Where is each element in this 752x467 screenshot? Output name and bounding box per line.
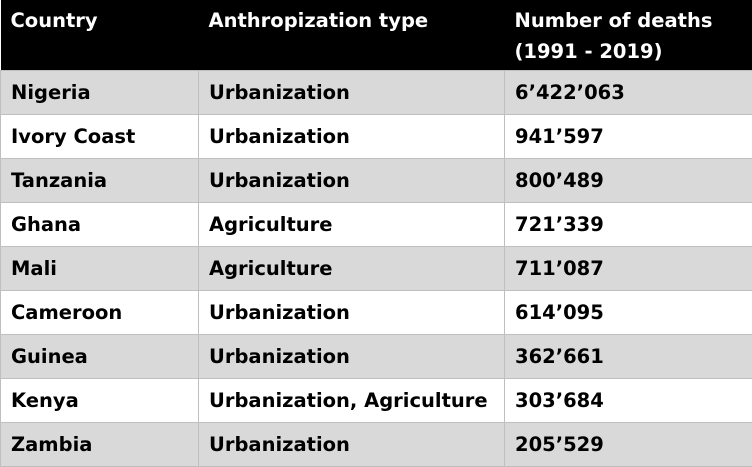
header-anthropization-type: Anthropization type	[199, 0, 505, 70]
cell-country: Mali	[1, 246, 199, 290]
cell-anthropization-type: Urbanization	[199, 334, 505, 378]
table-row: Mali Agriculture 711’087	[1, 246, 752, 290]
cell-deaths: 614’095	[505, 290, 752, 334]
cell-country: Zambia	[1, 422, 199, 466]
table-row: Tanzania Urbanization 800’489	[1, 158, 752, 202]
cell-anthropization-type: Agriculture	[199, 202, 505, 246]
cell-deaths: 800’489	[505, 158, 752, 202]
table-row: Ghana Agriculture 721’339	[1, 202, 752, 246]
table-header: Country Anthropization type Number of de…	[1, 0, 752, 70]
cell-country: Nigeria	[1, 70, 199, 114]
cell-anthropization-type: Urbanization, Agriculture	[199, 378, 505, 422]
table-row: Ivory Coast Urbanization 941’597	[1, 114, 752, 158]
cell-country: Ghana	[1, 202, 199, 246]
table-row: Kenya Urbanization, Agriculture 303’684	[1, 378, 752, 422]
cell-country: Cameroon	[1, 290, 199, 334]
header-number-of-deaths: Number of deaths (1991 - 2019)	[505, 0, 752, 70]
header-row: Country Anthropization type Number of de…	[1, 0, 752, 70]
cell-anthropization-type: Urbanization	[199, 158, 505, 202]
cell-deaths: 303’684	[505, 378, 752, 422]
cell-anthropization-type: Agriculture	[199, 246, 505, 290]
cell-anthropization-type: Urbanization	[199, 114, 505, 158]
cell-deaths: 205’529	[505, 422, 752, 466]
cell-deaths: 6’422’063	[505, 70, 752, 114]
cell-deaths: 941’597	[505, 114, 752, 158]
cell-country: Guinea	[1, 334, 199, 378]
cell-deaths: 362’661	[505, 334, 752, 378]
cell-country: Kenya	[1, 378, 199, 422]
cell-country: Tanzania	[1, 158, 199, 202]
table-row: Cameroon Urbanization 614’095	[1, 290, 752, 334]
cell-anthropization-type: Urbanization	[199, 70, 505, 114]
table-body: Nigeria Urbanization 6’422’063 Ivory Coa…	[1, 70, 752, 466]
cell-country: Ivory Coast	[1, 114, 199, 158]
header-country: Country	[1, 0, 199, 70]
table-row: Guinea Urbanization 362’661	[1, 334, 752, 378]
cell-deaths: 711’087	[505, 246, 752, 290]
cell-anthropization-type: Urbanization	[199, 290, 505, 334]
table-row: Nigeria Urbanization 6’422’063	[1, 70, 752, 114]
cell-deaths: 721’339	[505, 202, 752, 246]
cell-anthropization-type: Urbanization	[199, 422, 505, 466]
table-row: Zambia Urbanization 205’529	[1, 422, 752, 466]
